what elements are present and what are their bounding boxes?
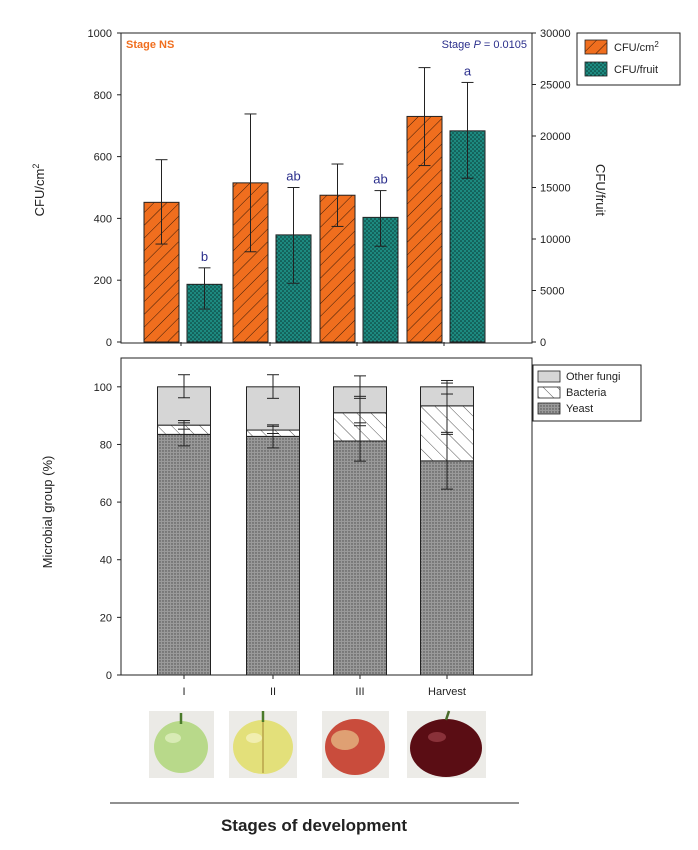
legend-label-other-fungi: Other fungi [566,371,620,383]
x-tick-label-i: I [182,686,185,698]
stage-i-cherry-photo [149,711,214,778]
left-tick-label: 200 [94,275,112,287]
left-tick-label: 400 [94,213,112,225]
x-tick-label-harvest: Harvest [428,686,466,698]
stage-i-cherry-fruit [154,721,208,773]
bottom-left-axis: 0 20 40 60 80 100 [94,382,121,682]
harvest-cherry-photo [407,710,486,778]
bottom-plot-frame [120,357,533,676]
top-legend: CFU/cm2 CFU/fruit [576,32,681,86]
stage-ii-cherry-photo [229,711,297,778]
bottom-bars [157,374,474,676]
legend-label-yeast: Yeast [566,403,593,415]
stage-iii-cherry-fruit [325,719,385,775]
left-tick-label: 800 [94,90,112,102]
stack-yeast-harvest [420,460,474,676]
stack-yeast-ii [246,435,300,676]
left-tick-label: 1000 [88,28,112,40]
left-tick-label: 0 [106,337,112,349]
left-tick-label: 600 [94,152,112,164]
right-tick-label: 25000 [540,80,571,92]
stack-yeast-i [157,433,211,676]
legend-swatch-bacteria [537,386,561,399]
xaxis-title: Stages of development [221,816,407,835]
bottom-tick-label: 40 [100,555,112,567]
significance-letter-ii: ab [286,169,300,184]
top-left-axis: 0 200 400 600 800 1000 [88,28,121,349]
legend-label-bacteria: Bacteria [566,387,607,399]
bottom-tick-label: 20 [100,612,112,624]
right-tick-label: 15000 [540,183,571,195]
bottom-legend: Other fungi Bacteria Yeast [532,364,642,422]
significance-letter-i: b [201,249,208,264]
right-tick-label: 30000 [540,28,571,40]
stack-yeast-iii [333,440,387,676]
bottom-axis-title: Microbial group (%) [40,456,55,569]
top-panel: Stage NS Stage P = 0.0105 0 200 400 600 800 1… [31,28,681,349]
bottom-tick-label: 80 [100,439,112,451]
right-tick-label: 10000 [540,234,571,246]
stage-p-annotation: Stage P = 0.0105 [442,39,527,51]
bottom-tick-label: 0 [106,670,112,682]
right-tick-label: 0 [540,337,546,349]
bottom-tick-label: 60 [100,497,112,509]
bottom-x-axis: I II III Harvest [182,675,466,698]
significance-letter-harvest: a [464,63,472,78]
cherry-photos [149,710,486,778]
legend-label-cfu-cm2: CFU/cm2 [614,40,659,55]
stage-ns-annotation: Stage NS [126,39,174,51]
bottom-tick-label: 100 [94,382,112,394]
harvest-cherry-fruit [410,719,482,777]
top-right-axis-title: CFU/fruit [593,164,608,216]
legend-label-cfu-fruit: CFU/fruit [614,64,658,76]
x-tick-label-ii: II [270,686,276,698]
legend-swatch-cfu-cm2 [584,39,608,55]
right-tick-label: 5000 [540,286,564,298]
stage-iii-cherry-photo [322,711,389,778]
x-tick-label-iii: III [355,686,364,698]
legend-swatch-cfu-fruit [584,61,608,77]
top-right-axis: 0 5000 10000 15000 20000 25000 30000 [180,28,571,349]
top-left-axis-title: CFU/cm2 [31,164,47,217]
right-tick-label: 20000 [540,131,571,143]
legend-swatch-yeast [537,402,561,415]
legend-swatch-other-fungi [537,370,561,383]
significance-letter-iii: ab [373,172,387,187]
top-bars: b ab ab a [143,63,486,343]
